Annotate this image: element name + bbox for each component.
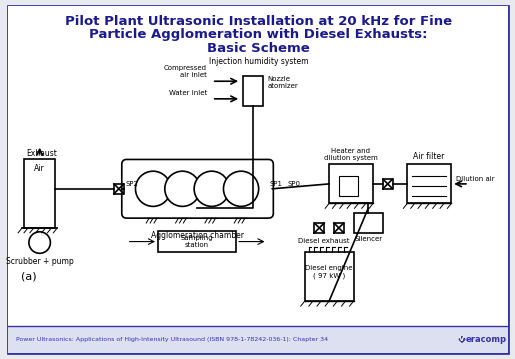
Circle shape: [165, 171, 200, 206]
Text: Pilot Plant Ultrasonic Installation at 20 kHz for Fine: Pilot Plant Ultrasonic Installation at 2…: [65, 15, 452, 28]
Text: Air: Air: [35, 164, 45, 173]
Text: Exhaust: Exhaust: [26, 149, 57, 158]
Bar: [24, 159, 55, 228]
Text: SP0: SP0: [287, 181, 300, 187]
Bar: [304, 252, 353, 301]
FancyBboxPatch shape: [122, 159, 273, 218]
Text: V: V: [459, 336, 465, 342]
Text: eracomp: eracomp: [466, 335, 507, 344]
Text: SP1: SP1: [269, 181, 282, 187]
Text: Nozzle
atomizer: Nozzle atomizer: [267, 76, 298, 89]
Text: Basic Scheme: Basic Scheme: [207, 42, 310, 55]
Text: Dilution air: Dilution air: [456, 176, 495, 182]
Text: Silencer: Silencer: [354, 236, 382, 242]
Text: Agglomeration chamber: Agglomeration chamber: [150, 231, 244, 240]
Text: Injection humidity system: Injection humidity system: [209, 57, 308, 66]
Bar: [158, 231, 236, 252]
Text: SP2: SP2: [126, 181, 139, 187]
Circle shape: [194, 171, 229, 206]
Text: Power Ultrasonics: Applications of High-Intensity Ultrasound (ISBN 978-1-78242-0: Power Ultrasonics: Applications of High-…: [16, 337, 328, 342]
Bar: [339, 176, 358, 196]
Text: (a): (a): [21, 272, 37, 282]
Bar: [329, 164, 373, 204]
Bar: [8, 54, 508, 326]
Bar: [8, 326, 508, 353]
Text: Compressed
air inlet: Compressed air inlet: [164, 65, 207, 78]
Polygon shape: [459, 336, 465, 342]
Circle shape: [29, 232, 50, 253]
Text: Heater and
dilution system: Heater and dilution system: [324, 148, 377, 162]
Circle shape: [224, 171, 259, 206]
Text: Diesel engine
( 97 kW ): Diesel engine ( 97 kW ): [305, 265, 353, 279]
Text: Particle Agglomeration with Diesel Exhausts:: Particle Agglomeration with Diesel Exhau…: [90, 28, 428, 41]
Bar: [8, 6, 508, 91]
Bar: [353, 213, 383, 233]
Text: Sampling
station: Sampling station: [181, 235, 213, 248]
Text: Diesel exhaust: Diesel exhaust: [298, 238, 350, 244]
Bar: [243, 76, 263, 106]
Text: Water inlet: Water inlet: [168, 90, 207, 96]
Bar: [407, 164, 451, 204]
Text: Scrubber + pump: Scrubber + pump: [6, 257, 74, 266]
Circle shape: [135, 171, 170, 206]
Text: Air filter: Air filter: [413, 153, 444, 162]
